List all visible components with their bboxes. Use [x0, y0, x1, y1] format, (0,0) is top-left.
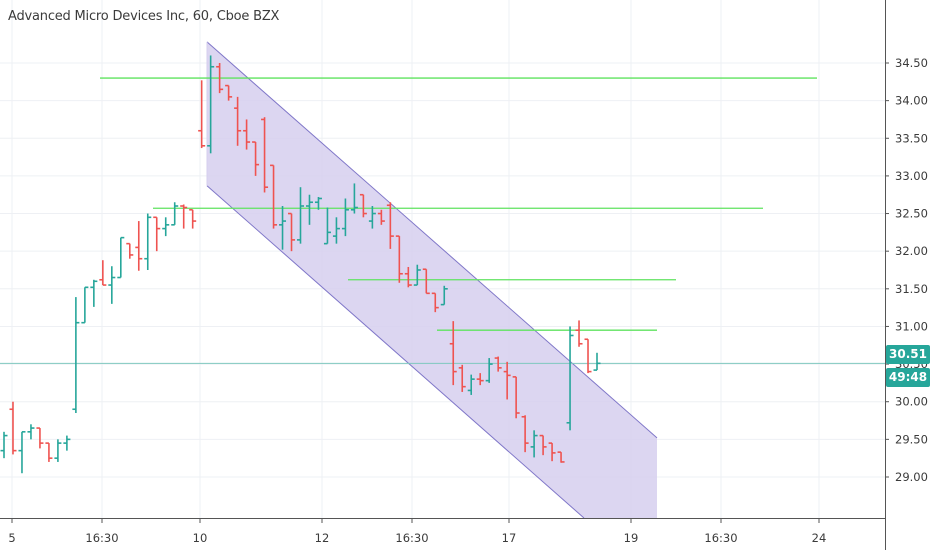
x-tick-label: 16:30 — [704, 531, 737, 545]
ohlc-bar — [99, 260, 107, 286]
ohlc-bar — [539, 434, 547, 456]
x-tick-label: 5 — [8, 531, 15, 545]
ohlc-bar — [449, 321, 457, 386]
ohlc-bar — [575, 320, 583, 347]
ohlc-bar — [566, 326, 574, 431]
ohlc-bar — [521, 415, 529, 453]
x-tick-label: 19 — [624, 531, 639, 545]
ohlc-bar — [270, 164, 278, 229]
x-tick-label: 24 — [812, 531, 827, 545]
ohlc-bar — [45, 442, 53, 462]
ohlc-bar — [440, 285, 448, 306]
ohlc-bar — [144, 213, 152, 270]
ohlc-bar — [297, 187, 304, 244]
ohlc-bar — [189, 208, 197, 229]
ohlc-bar — [422, 268, 430, 295]
ohlc-bar — [198, 80, 206, 149]
ohlc-bar — [530, 430, 538, 458]
ohlc-bar — [314, 196, 322, 210]
ohlc-bar — [341, 198, 349, 237]
ohlc-bar — [216, 63, 224, 94]
ohlc-bar — [180, 204, 188, 229]
ohlc-bar — [36, 427, 44, 449]
ohlc-bar — [323, 207, 331, 245]
chart-title: Advanced Micro Devices Inc, 60, Cboe BZX — [8, 9, 280, 24]
ohlc-bar — [458, 364, 466, 392]
ohlc-bar — [548, 442, 556, 462]
ohlc-bar — [243, 119, 251, 150]
ohlc-bar — [557, 451, 565, 463]
ohlc-bar — [476, 373, 484, 386]
ohlc-bar — [252, 141, 260, 176]
ohlc-bar — [305, 194, 313, 225]
ohlc-bar — [261, 117, 269, 193]
ohlc-bar — [512, 376, 520, 419]
ohlc-bar — [9, 401, 17, 455]
ohlc-bar — [503, 361, 511, 400]
ohlc-bar — [135, 221, 143, 271]
ohlc-bar — [54, 439, 62, 462]
ohlc-bar — [72, 297, 80, 414]
last-price-tag: 30.51 — [886, 345, 930, 364]
ohlc-bar — [90, 279, 98, 307]
ohlc-bar — [332, 217, 340, 244]
ohlc-bar — [225, 84, 233, 101]
y-tick-label: 30.00 — [895, 395, 928, 409]
ohlc-bar — [279, 206, 287, 250]
ohlc-bar — [117, 236, 125, 279]
y-tick-label: 29.00 — [895, 470, 928, 484]
ohlc-bar — [63, 435, 71, 451]
ohlc-bar — [467, 374, 475, 395]
ohlc-bar — [593, 352, 601, 371]
ohlc-bar — [368, 206, 376, 229]
ohlc-bar — [153, 216, 161, 252]
ohlc-bar — [234, 96, 242, 146]
ohlc-bar — [171, 202, 179, 226]
ohlc-bar — [413, 264, 421, 286]
ohlc-bar — [485, 358, 493, 383]
ohlc-bar — [404, 266, 412, 288]
ohlc-bar — [584, 338, 592, 374]
x-tick-label: 12 — [315, 531, 330, 545]
y-tick-label: 34.50 — [895, 56, 928, 70]
x-tick-label: 16:30 — [395, 531, 428, 545]
channel-lower-line — [206, 185, 585, 518]
x-tick-label: 17 — [502, 531, 517, 545]
x-tick-label: 10 — [193, 531, 208, 545]
y-tick-label: 31.50 — [895, 282, 928, 296]
ohlc-bar — [377, 209, 385, 225]
ohlc-bar — [27, 424, 35, 440]
y-tick-label: 31.00 — [895, 319, 928, 333]
ohlc-bar — [162, 217, 170, 237]
ohlc-bar — [350, 183, 358, 214]
x-tick-label: 16:30 — [85, 531, 118, 545]
y-tick-label: 32.50 — [895, 207, 928, 221]
channel-upper-line — [206, 41, 658, 439]
ohlc-bar — [207, 55, 215, 154]
ohlc-bar — [288, 212, 296, 252]
ohlc-bar — [0, 431, 8, 459]
y-tick-label: 33.00 — [895, 169, 928, 183]
ohlc-bar — [359, 193, 367, 218]
y-tick-label: 32.00 — [895, 244, 928, 258]
ohlc-bar — [395, 235, 403, 283]
ohlc-bar — [108, 266, 116, 304]
ohlc-bar — [18, 431, 26, 474]
y-tick-label: 29.50 — [895, 432, 928, 446]
ohlc-bar — [431, 292, 439, 313]
ohlc-bar — [126, 242, 134, 259]
ohlc-bar — [386, 202, 394, 249]
y-tick-label: 33.50 — [895, 131, 928, 145]
y-tick-label: 34.00 — [895, 94, 928, 108]
countdown-tag: 49:48 — [886, 368, 930, 387]
ohlc-bar — [494, 356, 502, 372]
plot-area — [0, 0, 885, 518]
ohlc-bar — [81, 286, 89, 324]
